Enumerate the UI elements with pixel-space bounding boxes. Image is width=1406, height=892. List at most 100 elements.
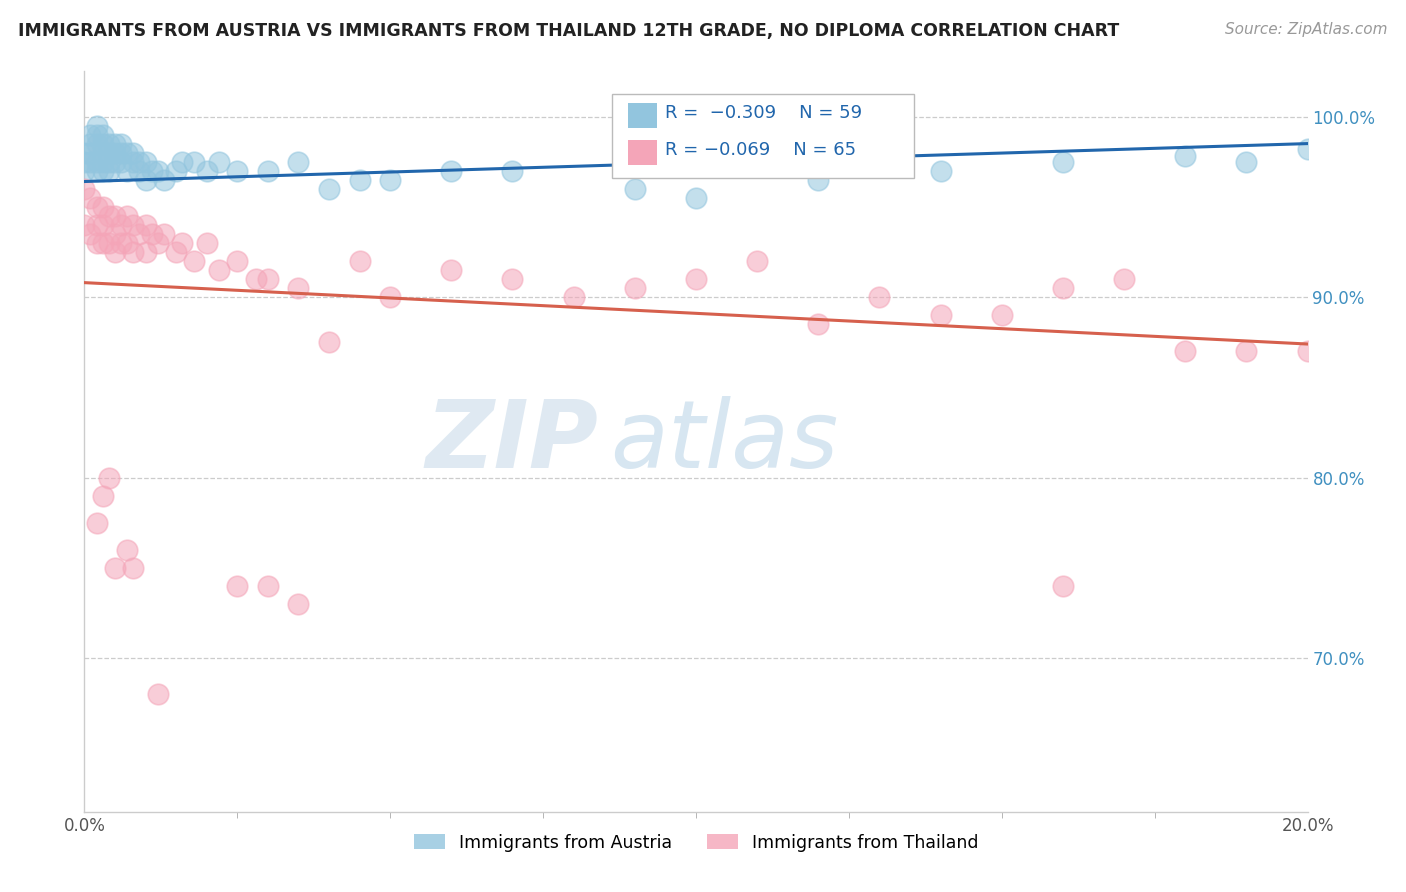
Point	[79, 145, 101, 160]
Point	[257, 579, 280, 593]
Point	[122, 145, 145, 160]
Point	[91, 163, 114, 178]
Point	[79, 191, 101, 205]
Point	[128, 154, 150, 169]
Text: Source: ZipAtlas.com: Source: ZipAtlas.com	[1225, 22, 1388, 37]
Point	[115, 163, 138, 178]
Point	[86, 119, 108, 133]
Point	[97, 209, 120, 223]
Point	[104, 145, 127, 160]
Point	[1114, 272, 1136, 286]
Point	[128, 227, 150, 241]
Point	[104, 561, 127, 575]
Point	[110, 218, 132, 232]
Point	[91, 128, 114, 142]
Point	[91, 154, 114, 169]
Point	[122, 154, 145, 169]
Point	[1052, 579, 1074, 593]
Point	[153, 227, 176, 241]
Point	[110, 235, 132, 250]
Point	[1296, 344, 1319, 359]
Point	[245, 272, 267, 286]
Point	[86, 128, 108, 142]
Point	[502, 163, 524, 178]
Point	[165, 163, 187, 178]
Point	[86, 136, 108, 151]
Point	[122, 244, 145, 259]
Point	[747, 254, 769, 268]
Point	[1052, 154, 1074, 169]
Point	[104, 136, 127, 151]
Point	[73, 182, 96, 196]
Point	[183, 154, 205, 169]
Point	[208, 263, 231, 277]
Point	[226, 254, 249, 268]
Point	[79, 154, 101, 169]
Point	[91, 235, 114, 250]
Point	[226, 579, 249, 593]
Point	[172, 154, 194, 169]
Point	[624, 182, 647, 196]
Point	[115, 542, 138, 557]
Point	[685, 191, 707, 205]
Point	[104, 227, 127, 241]
Point	[97, 235, 120, 250]
Point	[122, 218, 145, 232]
Point	[110, 136, 132, 151]
Point	[195, 235, 218, 250]
Point	[146, 687, 169, 701]
Point	[257, 163, 280, 178]
Point	[110, 154, 132, 169]
Point	[86, 218, 108, 232]
Point	[440, 163, 463, 178]
Point	[929, 163, 952, 178]
Point	[135, 172, 157, 186]
Point	[183, 254, 205, 268]
Point	[624, 281, 647, 295]
Point	[1236, 344, 1258, 359]
Point	[115, 209, 138, 223]
Point	[86, 163, 108, 178]
Point	[807, 172, 830, 186]
Point	[97, 154, 120, 169]
Point	[318, 182, 340, 196]
Point	[685, 272, 707, 286]
Point	[146, 235, 169, 250]
Point	[79, 128, 101, 142]
Point	[165, 244, 187, 259]
Point	[226, 163, 249, 178]
Point	[73, 154, 96, 169]
Point	[86, 516, 108, 530]
Point	[349, 254, 371, 268]
Point	[91, 145, 114, 160]
Point	[991, 308, 1014, 322]
Point	[104, 154, 127, 169]
Point	[1236, 154, 1258, 169]
Point	[91, 489, 114, 503]
Point	[208, 154, 231, 169]
Point	[73, 145, 96, 160]
Point	[257, 272, 280, 286]
Point	[104, 209, 127, 223]
Point	[1174, 149, 1197, 163]
Text: R = −0.069    N = 65: R = −0.069 N = 65	[665, 141, 856, 159]
Point	[86, 154, 108, 169]
Point	[97, 136, 120, 151]
Text: R =  −0.309    N = 59: R = −0.309 N = 59	[665, 104, 862, 122]
Point	[86, 200, 108, 214]
Point	[287, 154, 309, 169]
Point	[929, 308, 952, 322]
Point	[135, 154, 157, 169]
Point	[115, 145, 138, 160]
Text: ZIP: ZIP	[425, 395, 598, 488]
Point	[440, 263, 463, 277]
Point	[153, 172, 176, 186]
Point	[79, 136, 101, 151]
Point	[287, 281, 309, 295]
Legend: Immigrants from Austria, Immigrants from Thailand: Immigrants from Austria, Immigrants from…	[406, 827, 986, 859]
Point	[73, 218, 96, 232]
Point	[1052, 281, 1074, 295]
Point	[146, 163, 169, 178]
Point	[115, 235, 138, 250]
Point	[79, 227, 101, 241]
